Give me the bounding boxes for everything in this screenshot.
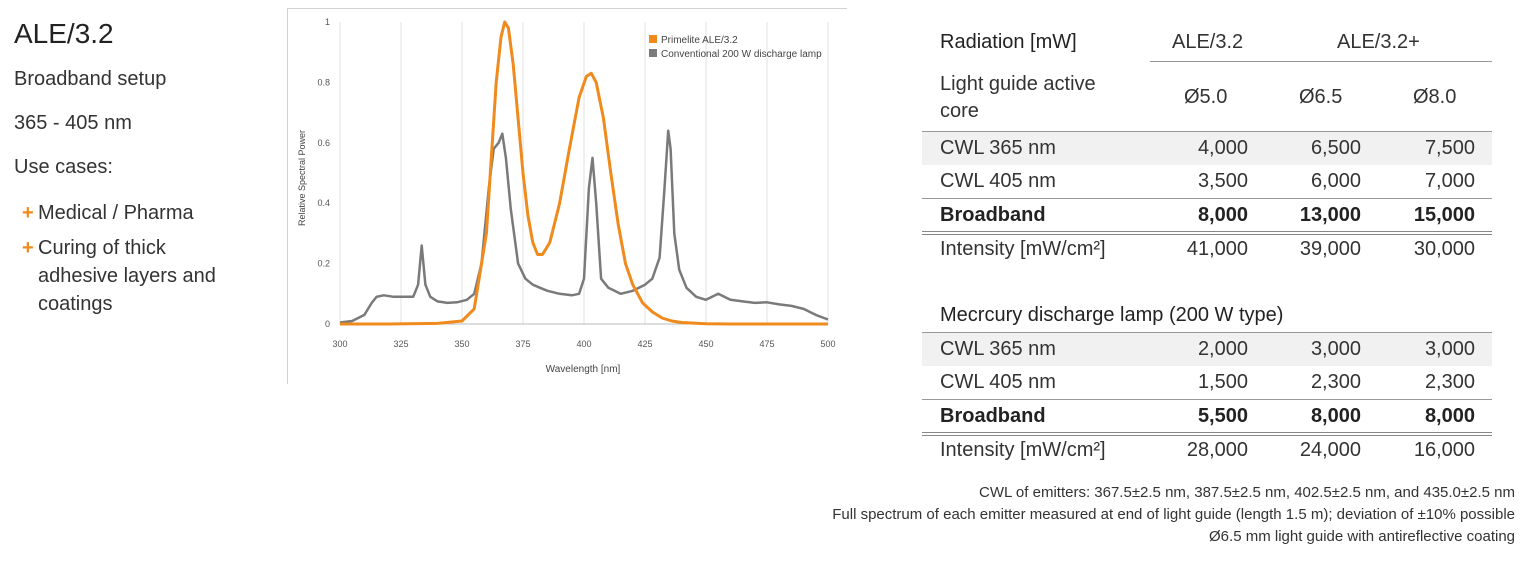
row-label: CWL 365 nm bbox=[940, 137, 1056, 159]
cell-value: 3,500 bbox=[1197, 170, 1248, 192]
plus-icon: + bbox=[22, 202, 34, 224]
row-label: CWL 405 nm bbox=[940, 170, 1056, 192]
series-line-discharge bbox=[339, 129, 829, 324]
use-case-item: + Curing of thick adhesive layers and co… bbox=[22, 234, 216, 315]
spectrum-chart: 300 325 350 375 400 425 450 475 500 0 0.2 0.4 0.6 0.8… bbox=[287, 8, 849, 384]
series-line-primelite bbox=[340, 20, 828, 326]
core-diameter: Ø8.0 bbox=[1413, 86, 1457, 108]
use-case-item: + Medical / Pharma bbox=[22, 199, 194, 227]
setup-label: Broadband setup bbox=[14, 68, 167, 90]
table-row: Broadband 5,500 8,000 8,000 bbox=[922, 400, 1492, 433]
table-header-label: Radiation [mW] bbox=[940, 31, 1077, 53]
y-axis-label: Relative Spectral Power bbox=[297, 130, 307, 226]
cell-value: 6,000 bbox=[1310, 170, 1361, 192]
col-group-ale32: ALE/3.2 bbox=[1172, 31, 1244, 53]
row-divider bbox=[922, 131, 1492, 132]
x-tick-label: 375 bbox=[515, 339, 530, 349]
cell-value: 4,000 bbox=[1197, 137, 1248, 159]
double-divider bbox=[922, 231, 1492, 235]
row-label: CWL 405 nm bbox=[940, 371, 1056, 393]
wavelength-range: 365 - 405 nm bbox=[14, 112, 132, 134]
row-divider bbox=[922, 399, 1492, 400]
cell-value: 41,000 bbox=[1186, 238, 1248, 260]
y-tick-label: 0.8 bbox=[317, 77, 330, 87]
footnotes: CWL of emitters: 367.5±2.5 nm, 387.5±2.5… bbox=[832, 482, 1515, 548]
cell-value: 7,000 bbox=[1424, 170, 1475, 192]
row-label: Intensity [mW/cm²] bbox=[940, 238, 1106, 260]
row-label: CWL 365 nm bbox=[940, 338, 1056, 360]
plus-icon: + bbox=[22, 237, 34, 259]
table-row: Intensity [mW/cm²] 28,000 24,000 16,000 bbox=[922, 434, 1492, 467]
y-tick-label: 0 bbox=[325, 319, 330, 329]
cell-value: 16,000 bbox=[1413, 439, 1475, 461]
cell-value: 8,000 bbox=[1310, 405, 1361, 427]
double-divider bbox=[922, 432, 1492, 436]
cell-value: 5,500 bbox=[1197, 405, 1248, 427]
row-label: Broadband bbox=[940, 204, 1046, 226]
cell-value: 28,000 bbox=[1186, 439, 1248, 461]
table-row: Broadband 8,000 13,000 15,000 bbox=[922, 199, 1492, 232]
tick-labels: 300 325 350 375 400 425 450 475 500 0 0.2 0.4 0.6 0.8… bbox=[317, 17, 835, 349]
cell-value: 2,300 bbox=[1424, 371, 1475, 393]
table-row: CWL 365 nm 4,000 6,500 7,500 bbox=[922, 132, 1492, 165]
use-case-text: Curing of thick adhesive layers and coat… bbox=[38, 237, 216, 315]
x-tick-label: 425 bbox=[637, 339, 652, 349]
core-diameter: Ø5.0 bbox=[1184, 86, 1228, 108]
ale-radiation-table: Radiation [mW] ALE/3.2 ALE/3.2+ Light gu… bbox=[922, 28, 1492, 268]
cell-value: 3,000 bbox=[1424, 338, 1475, 360]
row-divider bbox=[922, 198, 1492, 199]
table-row: CWL 365 nm 2,000 3,000 3,000 bbox=[922, 333, 1492, 366]
cell-value: 8,000 bbox=[1197, 204, 1248, 226]
cell-value: 39,000 bbox=[1299, 238, 1361, 260]
cell-value: 2,300 bbox=[1310, 371, 1361, 393]
light-guide-label: Light guide active core bbox=[940, 73, 1096, 122]
cell-value: 8,000 bbox=[1424, 405, 1475, 427]
mercury-table-title: Mecrcury discharge lamp (200 W type) bbox=[940, 304, 1284, 326]
x-tick-label: 400 bbox=[576, 339, 591, 349]
y-tick-label: 0.6 bbox=[317, 138, 330, 148]
legend-label-discharge: Conventional 200 W discharge lamp bbox=[661, 49, 822, 60]
table-row: Intensity [mW/cm²] 41,000 39,000 30,000 bbox=[922, 233, 1492, 266]
cell-value: 2,000 bbox=[1197, 338, 1248, 360]
footnote: Full spectrum of each emitter measured a… bbox=[832, 506, 1515, 523]
row-label: Broadband bbox=[940, 405, 1046, 427]
footnote: CWL of emitters: 367.5±2.5 nm, 387.5±2.5… bbox=[978, 484, 1515, 501]
cell-value: 13,000 bbox=[1299, 204, 1361, 226]
legend-label-primelite: Primelite ALE/3.2 bbox=[661, 35, 738, 46]
cell-value: 30,000 bbox=[1413, 238, 1475, 260]
y-tick-label: 0.4 bbox=[317, 198, 330, 208]
col-group-ale32plus: ALE/3.2+ bbox=[1337, 31, 1420, 53]
x-tick-label: 450 bbox=[698, 339, 713, 349]
legend-swatch-discharge bbox=[649, 49, 657, 57]
table-row: CWL 405 nm 3,500 6,000 7,000 bbox=[922, 165, 1492, 198]
product-title: ALE/3.2 bbox=[14, 18, 114, 49]
x-tick-label: 300 bbox=[332, 339, 347, 349]
spectrum-chart-svg: 300 325 350 375 400 425 450 475 500 0 0.2 0.4 0.6 0.8… bbox=[287, 8, 847, 384]
x-tick-label: 475 bbox=[759, 339, 774, 349]
legend-swatch-primelite bbox=[649, 35, 657, 43]
cell-value: 15,000 bbox=[1413, 204, 1475, 226]
y-tick-label: 0.2 bbox=[317, 259, 330, 269]
footnote: Ø6.5 mm light guide with antireflective … bbox=[1209, 528, 1515, 545]
table-row: CWL 405 nm 1,500 2,300 2,300 bbox=[922, 366, 1492, 399]
use-cases-label: Use cases: bbox=[14, 156, 113, 178]
row-divider bbox=[922, 332, 1492, 333]
x-tick-label: 350 bbox=[454, 339, 469, 349]
cell-value: 3,000 bbox=[1310, 338, 1361, 360]
x-tick-label: 500 bbox=[820, 339, 835, 349]
cell-value: 24,000 bbox=[1299, 439, 1361, 461]
cell-value: 1,500 bbox=[1197, 371, 1248, 393]
cell-value: 6,500 bbox=[1310, 137, 1361, 159]
group-header-rule bbox=[1150, 61, 1492, 62]
y-tick-label: 1 bbox=[325, 17, 330, 27]
core-diameter: Ø6.5 bbox=[1299, 86, 1343, 108]
cell-value: 7,500 bbox=[1424, 137, 1475, 159]
x-tick-label: 325 bbox=[393, 339, 408, 349]
series-group bbox=[339, 20, 829, 326]
mercury-lamp-table: Mecrcury discharge lamp (200 W type) CWL… bbox=[922, 300, 1492, 470]
row-label: Intensity [mW/cm²] bbox=[940, 439, 1106, 461]
x-axis-label: Wavelength [nm] bbox=[546, 364, 621, 375]
use-case-text: Medical / Pharma bbox=[38, 202, 194, 224]
